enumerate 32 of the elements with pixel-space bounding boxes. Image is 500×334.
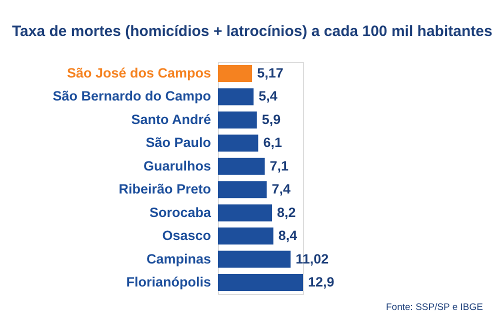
data-label: 8,4 — [278, 228, 298, 244]
y-tick-label: Osasco — [162, 228, 211, 244]
data-label: 7,1 — [270, 158, 290, 174]
bar — [218, 181, 267, 198]
data-label: 5,9 — [262, 112, 281, 127]
data-label: 8,2 — [277, 204, 296, 220]
y-tick-label: São Bernardo do Campo — [52, 88, 211, 104]
bar — [218, 134, 258, 152]
y-tick-label: São José dos Campos — [66, 65, 211, 80]
bar — [218, 111, 257, 128]
y-tick-label: Sorocaba — [149, 204, 212, 220]
bar — [218, 274, 303, 292]
y-tick-label: Santo André — [131, 112, 212, 127]
data-label: 11,02 — [296, 251, 329, 266]
y-tick-label: Ribeirão Preto — [118, 182, 211, 197]
y-tick-label: Guarulhos — [143, 158, 211, 174]
y-tick-label: São Paulo — [146, 135, 211, 150]
y-tick-label: Florianópolis — [126, 274, 211, 290]
bar — [218, 88, 254, 106]
bar — [218, 204, 272, 222]
bar — [218, 158, 265, 175]
data-label: 7,4 — [272, 182, 292, 197]
source-note: Fonte: SSP/SP e IBGE — [386, 302, 483, 313]
bar — [218, 64, 252, 82]
data-label: 5,17 — [257, 65, 284, 80]
bar — [218, 228, 274, 245]
data-label: 12,9 — [308, 274, 334, 290]
data-label: 6,1 — [263, 135, 282, 150]
chart-title: Taxa de mortes (homicídios + latrocínios) a cada 100 mil habitantes — [12, 23, 492, 40]
data-label: 5,4 — [258, 88, 278, 104]
bar — [218, 250, 291, 268]
y-tick-label: Campinas — [146, 251, 211, 266]
